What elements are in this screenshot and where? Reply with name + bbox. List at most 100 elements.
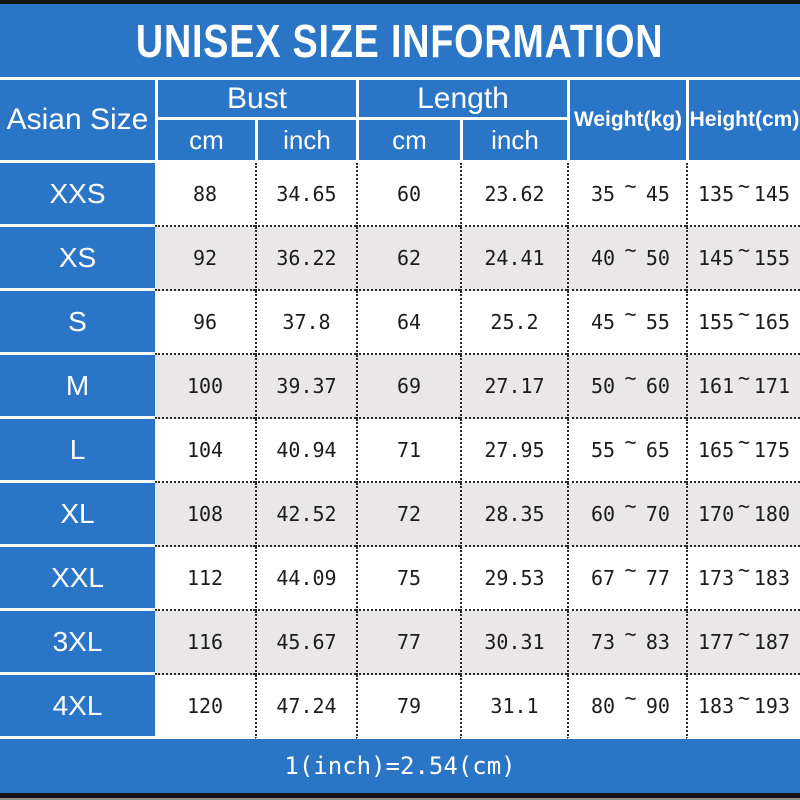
bust-inch-value: 36.22 [255,227,356,291]
tilde-symbol: ~ [624,622,637,646]
tilde-symbol: ~ [624,430,637,454]
length-inch-value: 23.62 [460,163,567,227]
tilde-symbol: ~ [737,238,751,262]
table-row-xxs: XXS 88 34.65 60 23.62 35 ~45 135 ~145 [0,163,800,227]
tilde-symbol: ~ [737,558,751,582]
header-asian-size: Asian Size [0,80,155,160]
bust-cm-value: 112 [155,547,255,611]
table-header: Asian Size Bust Length cm inch cm inch W… [0,80,800,160]
header-length-inch: inch [460,120,567,160]
length-cm-value: 71 [356,419,460,483]
weight-min: 40 [591,246,616,270]
header-height: Height(cm) [686,80,800,160]
weight-max: 77 [645,566,670,590]
table-row-4xl: 4XL 120 47.24 79 31.1 80 ~90 183 ~193 [0,675,800,739]
height-max: 165 [753,310,790,334]
bust-inch-value: 40.94 [255,419,356,483]
size-label: XS [0,227,155,291]
bust-cm-value: 108 [155,483,255,547]
bust-cm-value: 96 [155,291,255,355]
length-cm-value: 77 [356,611,460,675]
height-max: 180 [753,502,790,526]
bust-cm-value: 104 [155,419,255,483]
header-bust: Bust [155,80,356,120]
height-range: 170 ~180 [686,483,800,547]
height-min: 155 [698,310,735,334]
length-inch-value: 28.35 [460,483,567,547]
length-inch-value: 27.17 [460,355,567,419]
height-range: 155 ~165 [686,291,800,355]
height-range: 183 ~193 [686,675,800,739]
size-label: XXL [0,547,155,611]
height-max: 193 [753,694,790,718]
weight-range: 80 ~90 [567,675,686,739]
bust-inch-value: 34.65 [255,163,356,227]
height-min: 170 [698,502,735,526]
tilde-symbol: ~ [624,558,637,582]
tilde-symbol: ~ [737,302,751,326]
length-cm-value: 72 [356,483,460,547]
size-label: M [0,355,155,419]
tilde-symbol: ~ [737,430,751,454]
bust-inch-value: 44.09 [255,547,356,611]
length-cm-value: 75 [356,547,460,611]
height-min: 173 [698,566,735,590]
weight-range: 73 ~83 [567,611,686,675]
height-min: 145 [698,246,735,270]
height-range: 173 ~183 [686,547,800,611]
size-label: XL [0,483,155,547]
length-inch-value: 31.1 [460,675,567,739]
bust-inch-value: 37.8 [255,291,356,355]
table-row-l: L 104 40.94 71 27.95 55 ~65 165 ~175 [0,419,800,483]
weight-range: 60 ~70 [567,483,686,547]
tilde-symbol: ~ [624,174,637,198]
weight-min: 50 [591,374,616,398]
tilde-symbol: ~ [737,174,751,198]
length-cm-value: 60 [356,163,460,227]
height-min: 165 [698,438,735,462]
tilde-symbol: ~ [737,494,751,518]
weight-min: 80 [591,694,616,718]
height-range: 135 ~145 [686,163,800,227]
height-max: 187 [753,630,790,654]
header-length-cm: cm [356,120,460,160]
height-min: 135 [698,182,735,206]
height-max: 175 [753,438,790,462]
height-range: 161 ~171 [686,355,800,419]
bust-inch-value: 45.67 [255,611,356,675]
header-length: Length [356,80,567,120]
top-frame-bar [0,0,800,4]
length-inch-value: 24.41 [460,227,567,291]
size-label: S [0,291,155,355]
bust-inch-value: 47.24 [255,675,356,739]
table-row-3xl: 3XL 116 45.67 77 30.31 73 ~83 177 ~187 [0,611,800,675]
bust-cm-value: 116 [155,611,255,675]
weight-min: 73 [591,630,616,654]
table-row-xl: XL 108 42.52 72 28.35 60 ~70 170 ~180 [0,483,800,547]
weight-range: 67 ~77 [567,547,686,611]
height-max: 145 [753,182,790,206]
tilde-symbol: ~ [737,686,751,710]
weight-max: 55 [645,310,670,334]
tilde-symbol: ~ [624,366,637,390]
table-body: XXS 88 34.65 60 23.62 35 ~45 135 ~145 XS 9… [0,163,800,739]
length-cm-value: 69 [356,355,460,419]
weight-range: 55 ~65 [567,419,686,483]
weight-min: 55 [591,438,616,462]
length-cm-value: 62 [356,227,460,291]
weight-max: 45 [645,182,670,206]
tilde-symbol: ~ [624,302,637,326]
table-row-xs: XS 92 36.22 62 24.41 40 ~50 145 ~155 [0,227,800,291]
length-inch-value: 29.53 [460,547,567,611]
bust-inch-value: 42.52 [255,483,356,547]
tilde-symbol: ~ [624,494,637,518]
weight-range: 45 ~55 [567,291,686,355]
weight-max: 60 [645,374,670,398]
header-bust-inch: inch [255,120,356,160]
conversion-note-bar: 1(inch)=2.54(cm) [0,739,800,793]
height-min: 161 [698,374,735,398]
bust-cm-value: 120 [155,675,255,739]
table-row-s: S 96 37.8 64 25.2 45 ~55 155 ~165 [0,291,800,355]
header-weight: Weight(kg) [567,80,686,160]
